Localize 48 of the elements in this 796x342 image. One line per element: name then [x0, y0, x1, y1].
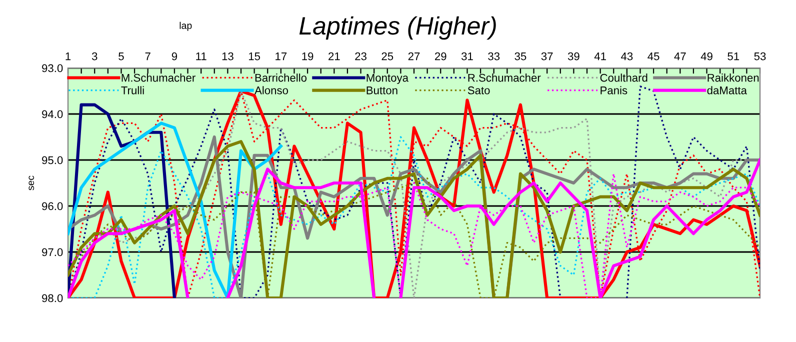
- legend-label: Panis: [600, 86, 628, 94]
- legend-label: daMatta: [707, 86, 747, 94]
- x-tick-label: 5: [118, 52, 124, 60]
- x-tick-label: 29: [434, 52, 446, 60]
- y-tick-label: 97.0: [42, 248, 63, 256]
- x-tick-label: 7: [145, 52, 150, 60]
- x-tick-label: 43: [621, 52, 633, 60]
- x-tick-label: 13: [222, 52, 234, 60]
- x-tick-label: 33: [488, 52, 500, 60]
- x-tick-label: 31: [461, 52, 473, 60]
- x-tick-label: 21: [328, 52, 340, 60]
- x-tick-label: 11: [196, 52, 206, 60]
- legend-label: Montoya: [366, 74, 408, 84]
- legend-label: R.Schumacher: [468, 74, 541, 82]
- x-tick-label: 1: [66, 52, 71, 60]
- legend-label: Sato: [468, 86, 490, 94]
- y-tick-label: 95.0: [42, 156, 63, 164]
- legend-label: Raikkonen: [708, 74, 759, 82]
- x-tick-label: 39: [568, 52, 580, 60]
- x-tick-label: 51: [728, 52, 740, 60]
- x-tick-label: 53: [754, 52, 766, 60]
- legend-label: Button: [366, 86, 398, 94]
- x-tick-label: 41: [594, 52, 606, 60]
- chart-title: Laptimes (Higher): [299, 16, 496, 40]
- x-tick-label: 17: [276, 52, 287, 60]
- y-tick-label: 93.0: [42, 64, 63, 72]
- legend-label: Trulli: [121, 86, 144, 94]
- x-tick-label: 19: [302, 52, 314, 60]
- x-tick-label: 25: [382, 52, 394, 60]
- x-tick-label: 37: [541, 52, 553, 60]
- x-tick-label: 15: [248, 52, 260, 60]
- legend-label: Alonso: [254, 86, 288, 94]
- legend-label: Barrichello: [255, 74, 307, 82]
- legend-label: M.Schumacher: [122, 74, 196, 82]
- y-axis-title: sec: [28, 176, 34, 190]
- x-tick-label: 47: [674, 52, 686, 60]
- x-tick-label: 45: [648, 52, 660, 60]
- x-tick-label: 35: [514, 52, 526, 60]
- x-tick-label: 3: [92, 52, 98, 60]
- x-tick-label: 27: [408, 52, 420, 60]
- x-tick-label: 23: [355, 52, 366, 60]
- legend-label: Coulthard: [600, 74, 648, 82]
- y-tick-label: 96.0: [42, 202, 63, 210]
- x-axis-title: lap: [180, 22, 192, 31]
- x-tick-label: 49: [700, 52, 712, 60]
- y-tick-label: 94.0: [42, 110, 63, 118]
- y-tick-label: 98.0: [42, 294, 63, 302]
- x-tick-label: 9: [172, 52, 178, 60]
